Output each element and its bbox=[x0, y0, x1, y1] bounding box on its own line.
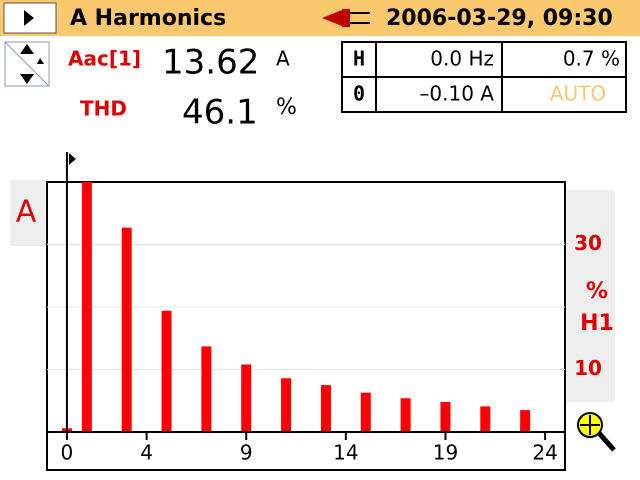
unit-label: A bbox=[16, 195, 37, 230]
aac-unit: A bbox=[276, 47, 290, 71]
bar bbox=[320, 385, 331, 432]
y-tick-label: 10 bbox=[574, 356, 602, 380]
bars bbox=[61, 182, 531, 432]
bar bbox=[400, 398, 411, 432]
zoom-arrows[interactable] bbox=[4, 41, 50, 87]
screen-title: A Harmonics bbox=[70, 6, 226, 31]
bar bbox=[121, 227, 132, 432]
bar bbox=[201, 346, 212, 432]
status-cell: AUTO bbox=[550, 82, 606, 106]
bar bbox=[520, 410, 531, 432]
x-tick-label: 14 bbox=[333, 441, 358, 465]
plot-frame bbox=[46, 181, 566, 471]
bar bbox=[480, 406, 491, 432]
magnifier-icon[interactable] bbox=[577, 412, 616, 452]
play-icon bbox=[24, 10, 34, 26]
thd-value: 46.1 bbox=[182, 93, 258, 133]
unit-panel bbox=[10, 180, 45, 246]
bar bbox=[81, 182, 92, 432]
datetime: 2006-03-29, 09:30 bbox=[386, 6, 613, 31]
bar bbox=[161, 310, 172, 432]
x-tick-label: 4 bbox=[140, 441, 153, 465]
bar bbox=[440, 402, 451, 432]
bar bbox=[281, 378, 292, 432]
y-tick-label: 30 bbox=[574, 231, 602, 255]
cursor-marker bbox=[68, 153, 76, 165]
plot: 10 30 0 4 9 14 19 24 bbox=[47, 152, 602, 465]
aac-label: Aac[1] bbox=[68, 47, 141, 71]
axis-panel bbox=[567, 190, 615, 402]
x-tick-label: 0 bbox=[61, 441, 74, 465]
thd-label: THD bbox=[80, 97, 127, 121]
bar bbox=[360, 392, 371, 432]
thd-unit: % bbox=[276, 95, 297, 120]
x-tick-label: 9 bbox=[240, 441, 253, 465]
status-cell: –0.10 A bbox=[419, 82, 494, 106]
x-tick-label: 24 bbox=[532, 441, 557, 465]
header-bar bbox=[0, 0, 640, 36]
status-cell: 0 bbox=[353, 82, 365, 106]
status-cell: 0.0 Hz bbox=[430, 47, 494, 71]
bar bbox=[241, 364, 252, 432]
plug-icon bbox=[322, 9, 370, 27]
status-cell: 0.7 % bbox=[563, 47, 620, 71]
y-axis-label: H1 bbox=[580, 311, 614, 336]
x-tick-label: 19 bbox=[433, 441, 458, 465]
aac-value: 13.62 bbox=[162, 43, 259, 83]
status-box bbox=[341, 41, 627, 113]
status-cell: H bbox=[353, 47, 365, 71]
y-axis-label: % bbox=[586, 279, 608, 304]
